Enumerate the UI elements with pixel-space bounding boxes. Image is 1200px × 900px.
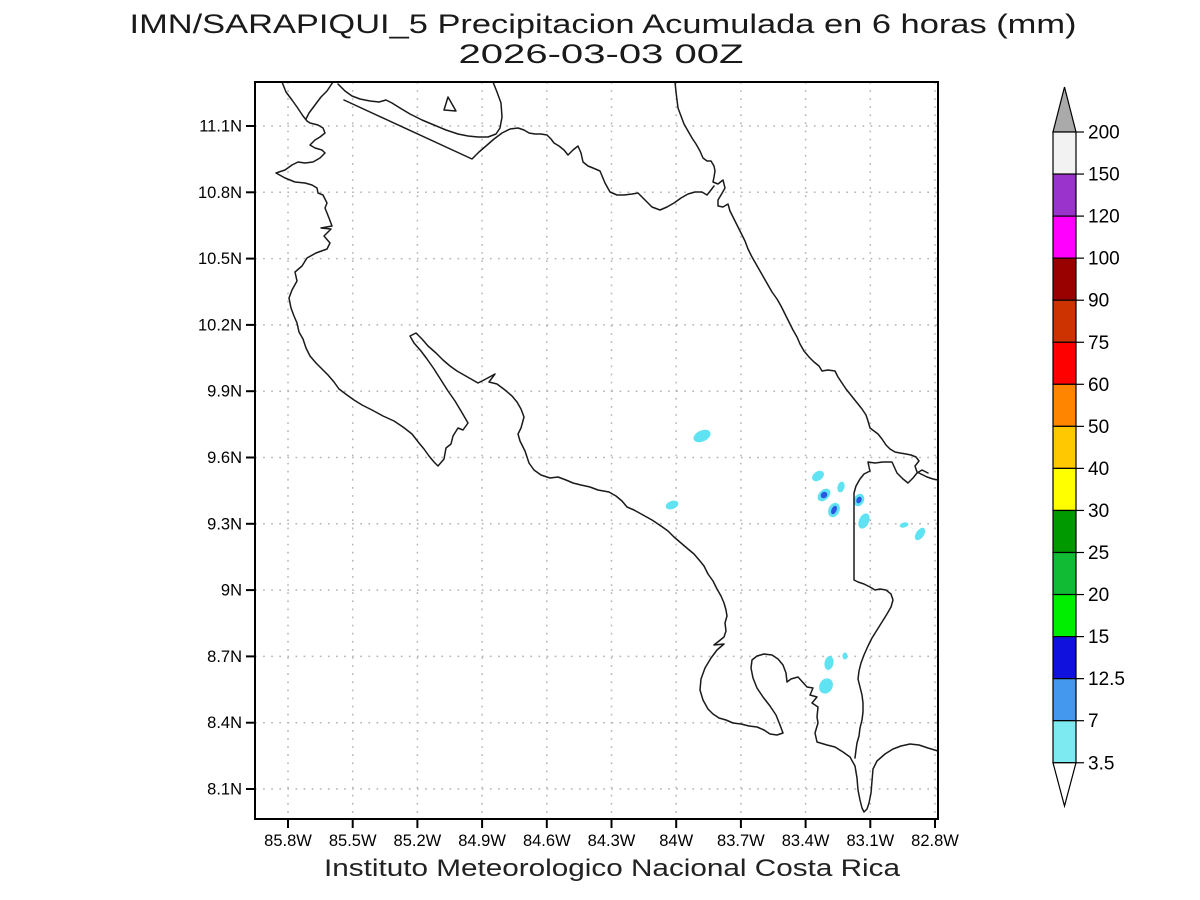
coastline-pacific bbox=[275, 81, 939, 813]
coastline-layer bbox=[275, 81, 939, 813]
y-axis-label: 9N bbox=[221, 582, 242, 600]
x-axis-label: 83.1W bbox=[846, 832, 894, 850]
plot-frame bbox=[254, 81, 939, 820]
colorbar-box bbox=[1052, 257, 1077, 301]
precip-cell bbox=[914, 527, 926, 541]
colorbar-label: 7 bbox=[1088, 711, 1099, 732]
precip-cell bbox=[812, 470, 824, 482]
y-axis-label: 9.6N bbox=[207, 449, 242, 467]
colorbar-label: 12.5 bbox=[1088, 669, 1125, 690]
x-axis-label: 83.7W bbox=[717, 832, 765, 850]
precip-cell bbox=[858, 513, 870, 529]
colorbar-label: 25 bbox=[1088, 543, 1109, 564]
chart-caption: Instituto Meteorologico Nacional Costa R… bbox=[324, 855, 901, 882]
y-axis-label: 8.4N bbox=[207, 714, 242, 732]
colorbar-label: 50 bbox=[1088, 417, 1109, 438]
colorbar-box bbox=[1052, 341, 1077, 385]
colorbar-label: 120 bbox=[1088, 207, 1120, 228]
colorbar-label: 90 bbox=[1088, 291, 1109, 312]
colorbar-box bbox=[1052, 467, 1077, 512]
colorbar: 200 150 120 100 90 75 60 50 40 30 25 20 15 12.5 7 3.5 bbox=[1052, 86, 1125, 809]
colorbar-label: 100 bbox=[1088, 249, 1120, 270]
colorbar-box bbox=[1052, 131, 1077, 175]
precip-cell bbox=[842, 652, 848, 660]
colorbar-box bbox=[1052, 299, 1077, 343]
y-axis-label: 11.1N bbox=[199, 118, 242, 136]
grid-layer bbox=[255, 82, 938, 819]
precip-cell bbox=[819, 678, 833, 694]
x-axis-label: 85.5W bbox=[329, 832, 377, 850]
chart-title: IMN/SARAPIQUI_5 Precipitacion Acumulada … bbox=[130, 9, 1077, 39]
colorbar-arrow-over bbox=[1052, 86, 1077, 133]
precip-cell-core bbox=[820, 491, 828, 499]
lake-nicaragua-west-shore bbox=[305, 81, 334, 120]
colorbar-label: 60 bbox=[1088, 375, 1109, 396]
y-axis-label: 10.8N bbox=[198, 184, 242, 202]
y-axis-label: 9.3N bbox=[207, 515, 242, 533]
x-axis-label: 84.3W bbox=[588, 832, 636, 850]
colorbar-label: 75 bbox=[1088, 333, 1109, 354]
precip-cell-core bbox=[856, 496, 862, 504]
precip-cell bbox=[665, 500, 679, 510]
colorbar-box bbox=[1052, 215, 1077, 259]
colorbar-label: 20 bbox=[1088, 585, 1109, 606]
colorbar-box bbox=[1052, 593, 1077, 638]
x-axis-label: 83.4W bbox=[782, 832, 830, 850]
chart-subtitle-datetime: 2026-03-03 00Z bbox=[459, 39, 744, 69]
border-rio-san-juan bbox=[343, 99, 715, 211]
x-axis-label: 85.8W bbox=[264, 832, 312, 850]
x-axis-label: 82.8W bbox=[911, 832, 959, 850]
x-axis-label: 84.9W bbox=[458, 832, 506, 850]
x-axis-label: 84.6W bbox=[523, 832, 571, 850]
colorbar-box bbox=[1052, 509, 1077, 554]
x-axis-label: 85.2W bbox=[394, 832, 442, 850]
precip-cell bbox=[824, 656, 834, 670]
y-axis-label: 9.9N bbox=[207, 383, 242, 401]
colorbar-box bbox=[1052, 551, 1077, 596]
colorbar-label: 150 bbox=[1088, 165, 1120, 186]
colorbar-label: 40 bbox=[1088, 459, 1109, 480]
x-axis-label: 84W bbox=[659, 832, 693, 850]
y-axis-label: 10.5N bbox=[198, 250, 242, 268]
precip-cell-core bbox=[831, 505, 837, 515]
colorbar-box bbox=[1052, 173, 1077, 217]
colorbar-box bbox=[1052, 425, 1077, 470]
lake-nicaragua-south-shore bbox=[337, 81, 503, 138]
colorbar-box bbox=[1052, 720, 1077, 764]
colorbar-label: 30 bbox=[1088, 501, 1109, 522]
lake-island bbox=[443, 96, 457, 112]
y-axis-label: 8.1N bbox=[207, 781, 242, 799]
y-axis-label: 10.2N bbox=[198, 316, 242, 334]
coastline-caribbean bbox=[674, 81, 939, 481]
precip-cell bbox=[693, 429, 711, 443]
colorbar-label: 3.5 bbox=[1088, 753, 1114, 774]
border-panama-caribbean bbox=[853, 461, 929, 759]
precipitation-cells-layer bbox=[665, 429, 926, 694]
colorbar-arrow-under bbox=[1052, 762, 1077, 809]
colorbar-box bbox=[1052, 383, 1077, 427]
y-axis-label: 8.7N bbox=[207, 648, 242, 666]
colorbar-box bbox=[1052, 678, 1077, 722]
colorbar-label: 200 bbox=[1088, 123, 1120, 144]
axes-layer: 85.8W 85.5W 85.2W 84.9W 84.6W 84.3W 84W 83.7W 83… bbox=[198, 81, 959, 850]
colorbar-label: 15 bbox=[1088, 627, 1109, 648]
precip-cell bbox=[899, 522, 909, 528]
colorbar-box bbox=[1052, 635, 1077, 680]
precip-cell bbox=[837, 481, 845, 493]
